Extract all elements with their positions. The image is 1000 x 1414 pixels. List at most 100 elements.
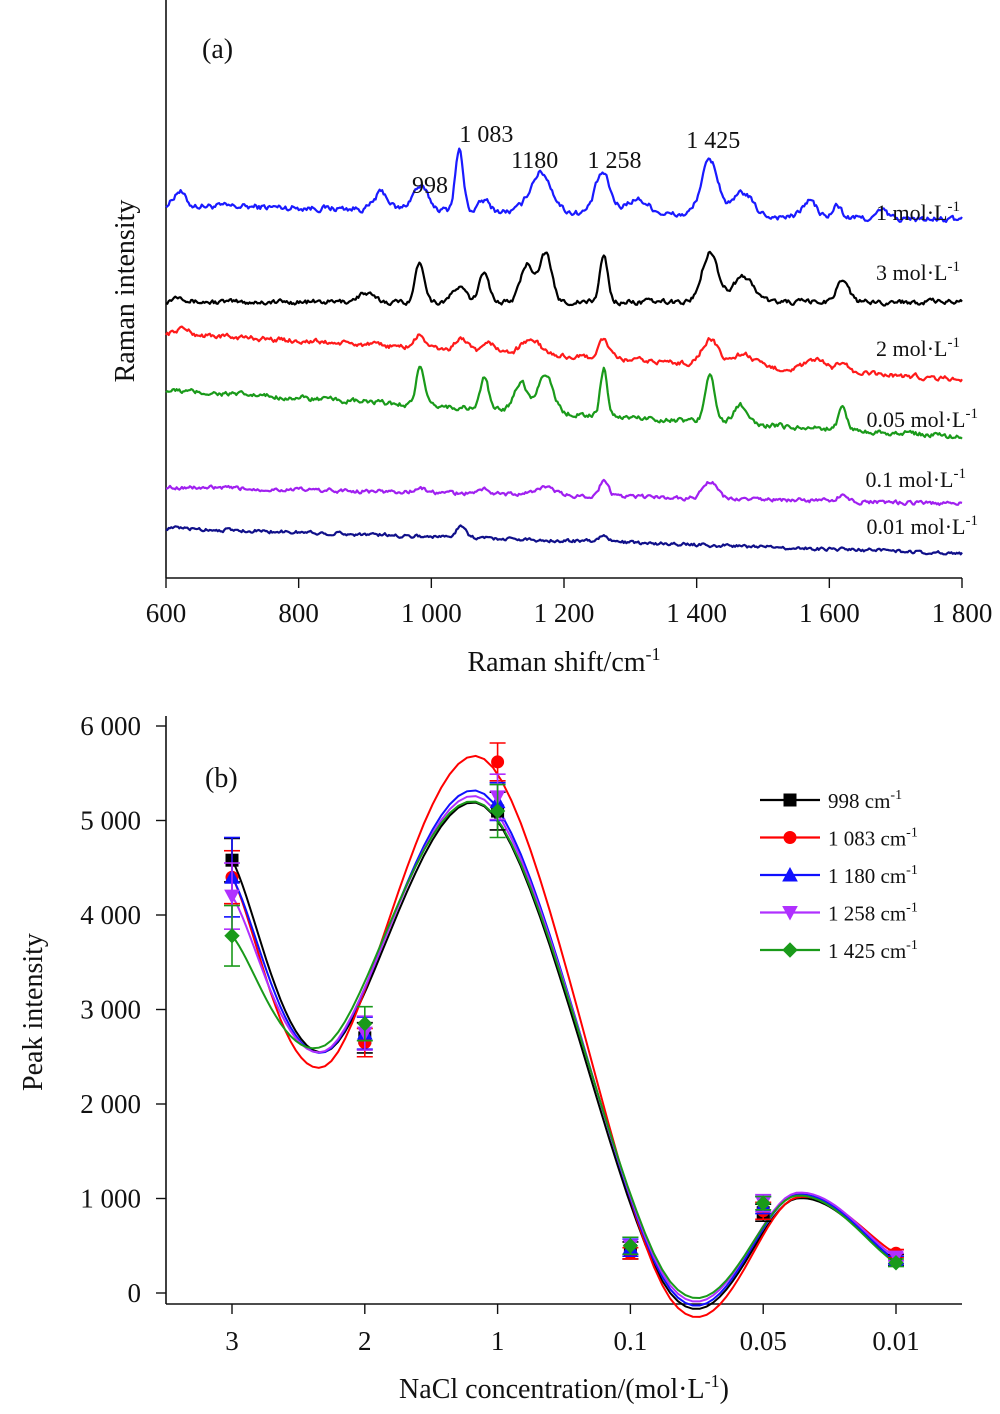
panel-b-data-points: [224, 742, 904, 1271]
panel-b-y-ticks: 0 1 000 2 000 3 000 4 000 5 000 6 000: [80, 711, 166, 1308]
concentration-label-text: 0.01 mol·L: [867, 514, 966, 539]
fit-curve: [231, 789, 897, 1307]
concentration-label-sup: -1: [948, 199, 961, 215]
spectrum-line: [165, 250, 963, 307]
legend-label-text: 1 083 cm: [828, 827, 906, 851]
legend-label-text: 1 258 cm: [828, 902, 906, 926]
spectrum-line: [165, 147, 963, 223]
panel-a-x-tick-label: 1 000: [401, 598, 462, 628]
concentration-label-text: 0.1 mol·L: [866, 467, 954, 492]
panel-b-x-tick-label: 2: [358, 1326, 372, 1356]
legend-label: 998 cm-1: [828, 788, 902, 813]
panel-a-concentration-labels: 1 mol·L-13 mol·L-12 mol·L-10.05 mol·L-10…: [866, 199, 979, 539]
data-point: [357, 1015, 373, 1032]
panel-b-y-tick-label: 0: [128, 1278, 142, 1308]
panel-b-x-tick-label: 0.1: [614, 1326, 648, 1356]
data-point: [888, 1255, 904, 1271]
legend-marker: [783, 793, 797, 807]
legend-label-text: 1 180 cm: [828, 864, 906, 888]
spectrum-line: [165, 325, 963, 383]
legend-label: 1 083 cm-1: [828, 826, 918, 851]
legend-label-sup: -1: [890, 788, 902, 803]
peak-intensity-chart: (b) 0 1 000 2 000 3 000 4 000 5 000 6 000 3 2 1 0…: [18, 711, 962, 1405]
panel-b-y-tick-label: 4 000: [80, 900, 141, 930]
panel-b-y-tick-label: 6 000: [80, 711, 141, 741]
data-point: [491, 755, 505, 769]
panel-b-x-axis-title: NaCl concentration/(mol·L-1): [399, 1371, 729, 1405]
data-point: [755, 1195, 771, 1211]
concentration-label-sup: -1: [966, 513, 979, 529]
fit-curve: [231, 800, 897, 1300]
legend-label-sup: -1: [906, 938, 918, 953]
panel-a-x-axis-title-sup: -1: [646, 644, 661, 664]
spectrum-line: [165, 365, 963, 440]
peak-label: 1 425: [686, 128, 740, 154]
concentration-label: 0.05 mol·L-1: [867, 406, 979, 432]
legend-marker: [783, 831, 797, 844]
spectrum-line: [165, 478, 963, 506]
legend-label: 1 180 cm-1: [828, 863, 918, 888]
legend-label-sup: -1: [906, 863, 918, 878]
concentration-label-text: 1 mol·L: [876, 200, 948, 225]
spectrum-line: [165, 524, 963, 556]
panel-a-x-axis-title-text: Raman shift/cm: [467, 647, 645, 678]
panel-b-y-axis-title: Peak intensity: [18, 933, 49, 1091]
concentration-label: 0.1 mol·L-1: [866, 466, 967, 492]
panel-b-y-tick-label: 5 000: [80, 806, 141, 836]
legend-label-text: 1 425 cm: [828, 939, 906, 963]
peak-label: 1 258: [587, 148, 641, 174]
concentration-label-text: 2 mol·L: [876, 336, 948, 361]
concentration-label: 1 mol·L-1: [876, 199, 960, 225]
panel-a-x-axis-title: Raman shift/cm-1: [467, 644, 660, 678]
legend-label: 1 258 cm-1: [828, 901, 918, 926]
panel-a-series-group: [165, 147, 963, 556]
panel-a-x-tick-label: 1 200: [534, 598, 595, 628]
panel-b-x-axis-title-sup: -1: [705, 1371, 720, 1391]
panel-b-x-axis-title-text: NaCl concentration/(mol·L: [399, 1374, 705, 1405]
panel-a-y-axis-title: Raman intensity: [110, 200, 141, 383]
panel-b-y-tick-label: 1 000: [80, 1184, 141, 1214]
panel-b-legend: 998 cm-11 083 cm-11 180 cm-11 258 cm-11 …: [760, 788, 918, 963]
legend-marker: [782, 942, 798, 958]
concentration-label-text: 0.05 mol·L: [867, 407, 966, 432]
panel-b-y-tick-label: 2 000: [80, 1089, 141, 1119]
panel-b-fit-curves: [231, 754, 897, 1318]
legend-label-sup: -1: [906, 901, 918, 916]
raman-spectra-chart: (a) 600 800 1 000 1 200 1 400 1 600 1 800 998 1…: [110, 0, 992, 678]
panel-b-y-tick-label: 3 000: [80, 995, 141, 1025]
legend-marker: [782, 866, 798, 882]
legend-label-text: 998 cm: [828, 789, 890, 813]
legend-label: 1 425 cm-1: [828, 938, 918, 963]
concentration-label: 0.01 mol·L-1: [867, 513, 979, 539]
concentration-label-sup: -1: [948, 335, 961, 351]
peak-label: 1180: [511, 148, 558, 174]
panel-b-x-tick-label: 3: [225, 1326, 239, 1356]
concentration-label-sup: -1: [954, 466, 967, 482]
peak-label: 1 083: [459, 122, 513, 148]
concentration-label-sup: -1: [966, 406, 979, 422]
data-point: [224, 928, 240, 944]
fit-curve: [231, 801, 897, 1310]
data-point: [622, 1238, 639, 1254]
data-point: [489, 803, 506, 819]
concentration-label: 3 mol·L-1: [876, 259, 960, 285]
peak-label: 998: [412, 173, 448, 199]
panel-a-x-ticks: 600 800 1 000 1 200 1 400 1 600 1 800: [146, 578, 992, 628]
panel-a-x-tick-label: 800: [278, 598, 319, 628]
legend-marker: [782, 906, 798, 921]
panel-b-x-tick-label: 0.05: [740, 1326, 787, 1356]
legend-label-sup: -1: [906, 826, 918, 841]
fit-curve: [231, 754, 897, 1318]
concentration-label-text: 3 mol·L: [876, 260, 948, 285]
concentration-label-sup: -1: [948, 259, 961, 275]
panel-b-x-axis-title-end: ): [720, 1374, 729, 1405]
panel-b-x-ticks: 3 2 1 0.1 0.05 0.01: [225, 1304, 920, 1356]
panel-b-label: (b): [205, 763, 238, 794]
panel-b-x-tick-label: 0.01: [872, 1326, 919, 1356]
data-point: [224, 889, 240, 905]
panel-a-label: (a): [202, 34, 233, 65]
panel-b-x-tick-label: 1: [491, 1326, 505, 1356]
panel-a-x-tick-label: 600: [146, 598, 187, 628]
